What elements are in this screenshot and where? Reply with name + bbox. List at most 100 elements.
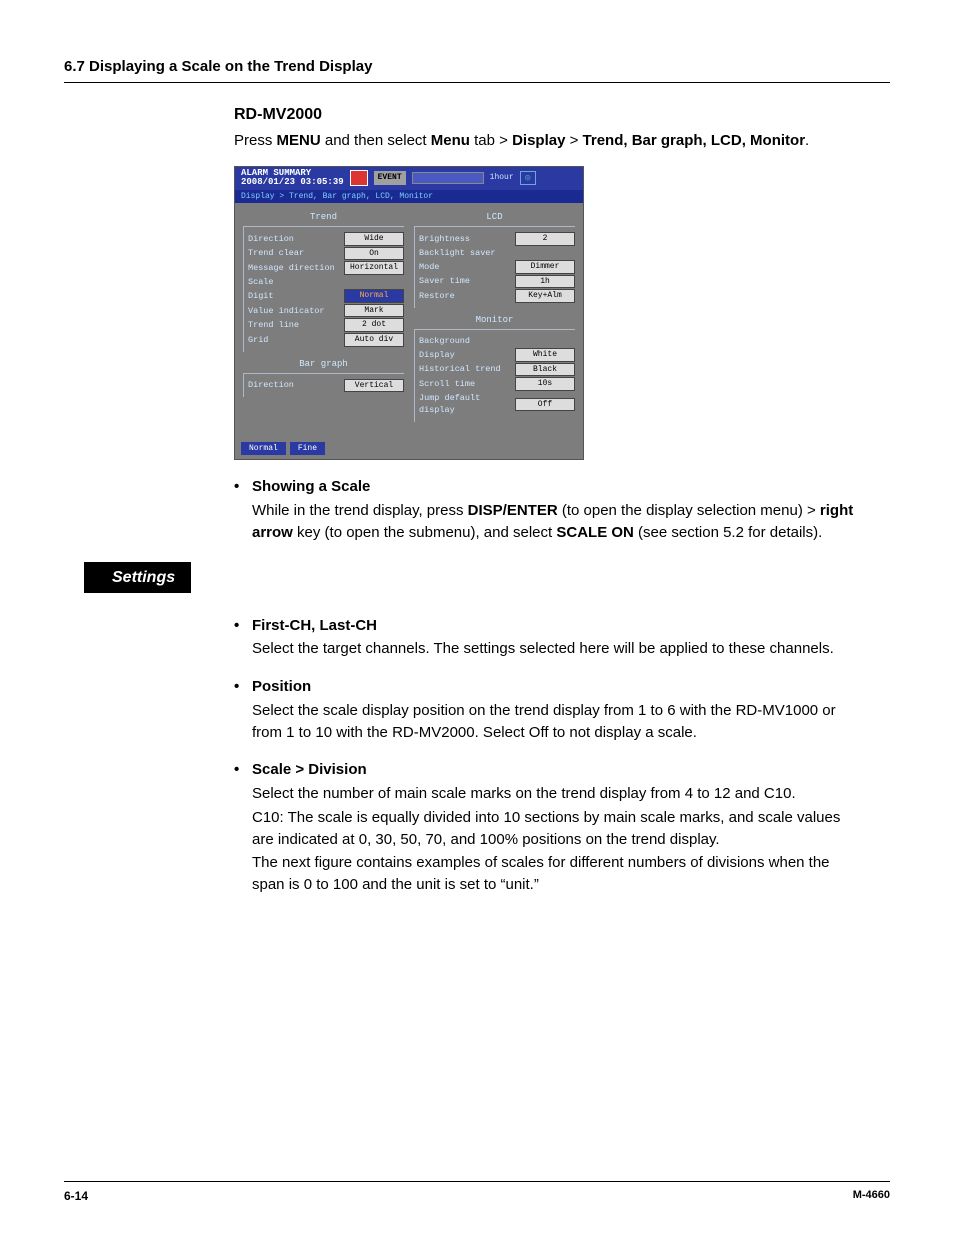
settings-list: •First-CH, Last-CHSelect the target chan… <box>234 615 854 896</box>
setting-label: Jump default display <box>419 392 515 417</box>
device-breadcrumb: Display > Trend, Bar graph, LCD, Monitor <box>235 190 583 204</box>
alarm-icon <box>350 170 368 186</box>
settings-bullet: •PositionSelect the scale display positi… <box>234 676 854 743</box>
setting-label: Value indicator <box>248 305 344 317</box>
bullet-body: Select the scale display position on the… <box>252 700 854 744</box>
setting-row: ModeDimmer <box>419 260 575 274</box>
device-right-col: LCD Brightness2Backlight saverModeDimmer… <box>414 209 575 428</box>
bullet-body: The next figure contains examples of sca… <box>252 852 854 896</box>
group-monitor: BackgroundDisplayWhiteHistorical trendBl… <box>414 329 575 422</box>
setting-value: Auto div <box>344 333 404 347</box>
setting-row: Scroll time10s <box>419 377 575 391</box>
setting-value: White <box>515 348 575 362</box>
alarm-summary: ALARM SUMMARY 2008/01/23 03:05:39 <box>241 169 344 188</box>
body-column: RD-MV2000 Press MENU and then select Men… <box>234 103 854 544</box>
setting-label: Restore <box>419 290 515 302</box>
record-icon: ◎ <box>520 171 536 185</box>
setting-label: Trend clear <box>248 247 344 259</box>
setting-value: 1h <box>515 275 575 289</box>
setting-row: DirectionVertical <box>248 379 404 393</box>
group-trend: DirectionWideTrend clearOnMessage direct… <box>243 226 404 351</box>
softkey-fine: Fine <box>290 442 325 456</box>
group-title: Trend <box>243 211 404 224</box>
time-label: 1hour <box>490 172 514 184</box>
setting-value: Mark <box>344 304 404 318</box>
settings-bullet: •First-CH, Last-CHSelect the target chan… <box>234 615 854 661</box>
setting-value: 2 dot <box>344 318 404 332</box>
setting-label: Brightness <box>419 233 515 245</box>
bullet-dot: • <box>234 615 252 661</box>
setting-row: Message directionHorizontal <box>248 261 404 275</box>
setting-label: Mode <box>419 261 515 273</box>
setting-value: Black <box>515 363 575 377</box>
setting-value: Key+Alm <box>515 289 575 303</box>
setting-label: Message direction <box>248 262 344 274</box>
setting-value: 2 <box>515 232 575 246</box>
bullet-title: Showing a Scale <box>252 476 854 498</box>
setting-value: Horizontal <box>344 261 404 275</box>
group-title: LCD <box>414 211 575 224</box>
device-screenshot: ALARM SUMMARY 2008/01/23 03:05:39 EVENT … <box>234 166 584 461</box>
device-topbar: ALARM SUMMARY 2008/01/23 03:05:39 EVENT … <box>235 167 583 190</box>
bullet-title: First-CH, Last-CH <box>252 615 854 637</box>
setting-row: Jump default displayOff <box>419 392 575 417</box>
bullet-showing-scale: • Showing a Scale While in the trend dis… <box>234 476 854 543</box>
setting-row: GridAuto div <box>248 333 404 347</box>
setting-label: Backlight saver <box>419 247 575 259</box>
bullet-title: Scale > Division <box>252 759 854 781</box>
setting-label: Display <box>419 349 515 361</box>
bullet-dot: • <box>234 476 252 543</box>
setting-label: Scale <box>248 276 404 288</box>
setting-row: Backlight saver <box>419 247 575 259</box>
intro-paragraph: Press MENU and then select Menu tab > Di… <box>234 130 854 152</box>
bullet-body: While in the trend display, press DISP/E… <box>252 500 854 544</box>
setting-row: DirectionWide <box>248 232 404 246</box>
section-header: 6.7 Displaying a Scale on the Trend Disp… <box>64 56 890 83</box>
page: 6.7 Displaying a Scale on the Trend Disp… <box>0 0 954 1235</box>
setting-row: Value indicatorMark <box>248 304 404 318</box>
setting-label: Grid <box>248 334 344 346</box>
doc-number: M-4660 <box>853 1188 890 1205</box>
bullet-note: C10: The scale is equally divided into 1… <box>252 807 854 851</box>
group-lcd: Brightness2Backlight saverModeDimmerSave… <box>414 226 575 308</box>
event-label: EVENT <box>374 171 406 185</box>
bullet-dot: • <box>234 759 252 896</box>
setting-value: Normal <box>344 289 404 303</box>
settings-tab: Settings <box>84 562 191 593</box>
setting-value: 10s <box>515 377 575 391</box>
setting-value: Wide <box>344 232 404 246</box>
device-heading: RD-MV2000 <box>234 103 854 126</box>
setting-value: Off <box>515 398 575 412</box>
device-body: Trend DirectionWideTrend clearOnMessage … <box>235 203 583 438</box>
setting-label: Scroll time <box>419 378 515 390</box>
setting-value: Dimmer <box>515 260 575 274</box>
setting-row: DigitNormal <box>248 289 404 303</box>
setting-label: Direction <box>248 379 344 391</box>
setting-row: Trend line2 dot <box>248 318 404 332</box>
setting-label: Historical trend <box>419 363 515 375</box>
setting-row: Historical trendBlack <box>419 363 575 377</box>
settings-bullet: •Scale > DivisionSelect the number of ma… <box>234 759 854 896</box>
setting-label: Trend line <box>248 319 344 331</box>
group-title: Bar graph <box>243 358 404 371</box>
setting-row: Background <box>419 335 575 347</box>
setting-label: Background <box>419 335 575 347</box>
setting-label: Direction <box>248 233 344 245</box>
device-left-col: Trend DirectionWideTrend clearOnMessage … <box>243 209 404 428</box>
group-title: Monitor <box>414 314 575 327</box>
softkey-normal: Normal <box>241 442 286 456</box>
progress-bar <box>412 172 484 184</box>
setting-row: Scale <box>248 276 404 288</box>
setting-row: Brightness2 <box>419 232 575 246</box>
setting-row: DisplayWhite <box>419 348 575 362</box>
device-bottom: Normal Fine <box>235 438 583 460</box>
setting-row: RestoreKey+Alm <box>419 289 575 303</box>
setting-label: Digit <box>248 290 344 302</box>
setting-row: Saver time1h <box>419 275 575 289</box>
setting-value: On <box>344 247 404 261</box>
group-bargraph: DirectionVertical <box>243 373 404 398</box>
setting-value: Vertical <box>344 379 404 393</box>
bullet-body: Select the target channels. The settings… <box>252 638 854 660</box>
setting-row: Trend clearOn <box>248 247 404 261</box>
bullet-body: Select the number of main scale marks on… <box>252 783 854 805</box>
